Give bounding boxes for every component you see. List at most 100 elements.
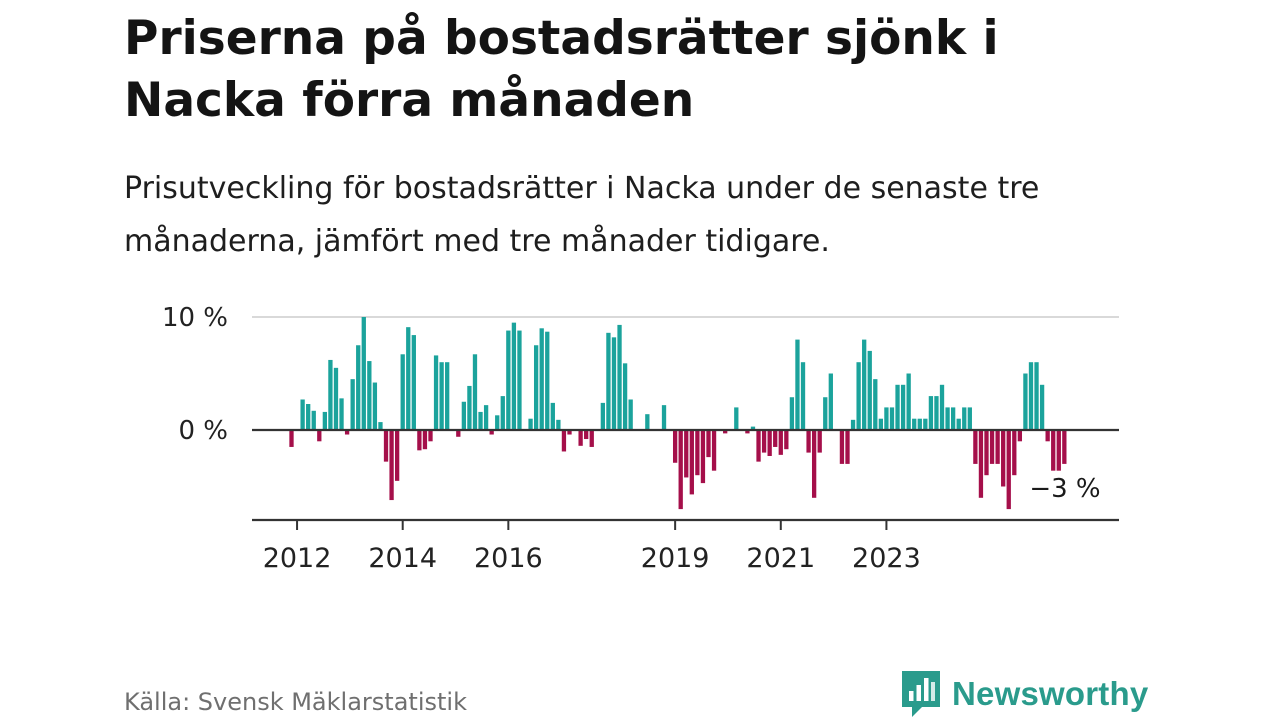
- bar: [350, 379, 355, 430]
- source-note: Källa: Svensk Mäklarstatistik: [124, 688, 467, 716]
- bar: [495, 415, 500, 430]
- bar: [889, 407, 895, 430]
- bar: [867, 350, 872, 430]
- bar: [533, 345, 539, 430]
- bar: [645, 414, 650, 430]
- bar: [489, 430, 494, 435]
- bar: [917, 418, 922, 430]
- chart-title: Priserna på bostadsrätter sjönk i Nacka …: [124, 11, 999, 128]
- bar: [984, 430, 989, 476]
- bar: [734, 407, 739, 430]
- newsworthy-logo[interactable]: Newsworthy: [900, 669, 1148, 719]
- x-tick-label: 2021: [746, 543, 815, 574]
- bar: [850, 419, 856, 430]
- bar: [550, 402, 555, 430]
- bar: [945, 407, 950, 430]
- bar: [989, 430, 995, 464]
- bar: [1051, 430, 1056, 471]
- y-tick-label: 0 %: [178, 416, 228, 446]
- bar: [606, 332, 611, 430]
- bar: [589, 430, 594, 447]
- bar: [700, 430, 706, 484]
- bar: [511, 322, 517, 430]
- bar: [556, 419, 561, 430]
- bar: [884, 407, 889, 430]
- bar: [800, 362, 806, 430]
- bar: [611, 337, 617, 430]
- bar: [956, 418, 961, 430]
- bar: [923, 418, 928, 430]
- bar: [344, 430, 350, 435]
- bar: [617, 324, 622, 430]
- bar: [356, 345, 361, 430]
- bar: [862, 339, 867, 430]
- bar: [361, 317, 366, 430]
- bar-chart: 10 % 0 % 2012 2014 2016 2019 2021 2023 −3 %: [162, 303, 1119, 574]
- bar: [661, 405, 667, 430]
- bar: [622, 363, 628, 430]
- bar: [856, 362, 861, 430]
- bar: [934, 396, 939, 430]
- bar: [478, 411, 483, 430]
- bar: [500, 396, 505, 430]
- bar: [1034, 362, 1039, 430]
- bar: [561, 430, 567, 452]
- bar: [873, 379, 878, 430]
- bar: [389, 430, 394, 501]
- bar: [378, 422, 383, 430]
- bar: [778, 430, 783, 455]
- bar: [422, 430, 428, 450]
- bar: [417, 430, 422, 451]
- bar: [950, 407, 956, 430]
- bar: [394, 430, 400, 481]
- bar: [962, 407, 967, 430]
- bar: [973, 430, 978, 464]
- bar: [545, 331, 550, 430]
- last-value-label: −3 %: [1029, 474, 1100, 504]
- bar: [678, 430, 683, 510]
- bar: [506, 330, 511, 430]
- bar: [528, 418, 533, 430]
- bar: [372, 382, 378, 430]
- bar: [967, 407, 972, 430]
- bar: [383, 430, 389, 462]
- bar: [406, 327, 411, 430]
- bar: [839, 430, 845, 464]
- bar: [328, 359, 333, 430]
- bar: [1039, 384, 1045, 430]
- bar: [517, 330, 522, 430]
- bar: [433, 355, 439, 430]
- newsworthy-logo-text: Newsworthy: [952, 675, 1149, 712]
- bar: [828, 373, 833, 430]
- chart-subtitle: Prisutveckling för bostadsrätter i Nacka…: [124, 171, 1040, 259]
- bar: [995, 430, 1000, 464]
- bar: [745, 430, 750, 434]
- bar: [439, 362, 444, 430]
- bar: [539, 328, 544, 430]
- bar: [895, 384, 900, 430]
- bar: [1062, 430, 1067, 464]
- bar: [689, 430, 694, 495]
- bar: [672, 430, 678, 463]
- bar: [711, 430, 717, 471]
- bar: [756, 430, 761, 462]
- x-tick-label: 2019: [641, 543, 710, 574]
- bar: [906, 373, 911, 430]
- bar: [806, 430, 811, 453]
- bar: [784, 430, 789, 450]
- bar: [628, 399, 633, 430]
- bar: [584, 430, 589, 440]
- bar: [706, 430, 711, 458]
- bar: [900, 384, 906, 430]
- bar: [1023, 373, 1028, 430]
- bar: [322, 411, 328, 430]
- bar: [789, 397, 795, 430]
- bar: [311, 410, 316, 430]
- bar: [428, 430, 433, 442]
- bar: [978, 430, 984, 498]
- bar: [600, 402, 606, 430]
- bar: [750, 426, 756, 430]
- bar: [483, 405, 489, 430]
- x-tick-label: 2012: [263, 543, 332, 574]
- bar: [339, 398, 344, 430]
